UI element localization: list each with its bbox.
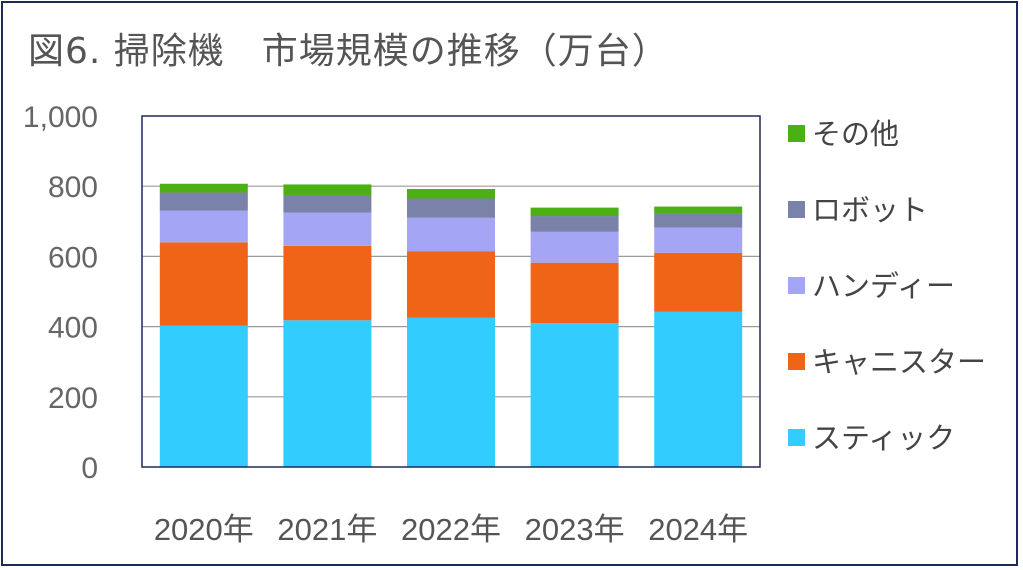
bar-segment [654, 227, 743, 253]
bar-segment [407, 217, 495, 252]
legend-label: ハンディー [812, 269, 955, 303]
y-tick-label: 400 [48, 312, 98, 345]
bar-segment [407, 189, 495, 199]
legend-label: ロボット [812, 193, 928, 227]
bar-segment [654, 206, 743, 214]
x-tick-label: 2020年 [154, 512, 254, 547]
bar-segment [283, 194, 372, 213]
bar-segment [407, 317, 495, 467]
bar-segment [159, 210, 248, 243]
legend-label: スティック [812, 421, 955, 455]
y-tick-label: 1,000 [23, 101, 98, 134]
legend-swatch [788, 277, 805, 294]
bar-segment [407, 198, 495, 218]
y-axis-ticks: 0 200 400 600 800 1,000 [23, 101, 98, 485]
bars [159, 183, 743, 467]
x-axis-ticks: 2020年 2021年 2022年 2023年 2024年 [154, 512, 748, 547]
bar-segment [654, 252, 743, 312]
bar-segment [283, 212, 372, 246]
legend-swatch [788, 353, 805, 370]
x-tick-label: 2024年 [648, 512, 748, 547]
y-tick-label: 0 [81, 452, 98, 485]
bar-segment [654, 213, 743, 228]
y-tick-label: 800 [48, 171, 98, 204]
legend-swatch [788, 201, 805, 218]
bar-segment [407, 251, 495, 318]
bar-segment [159, 183, 248, 193]
x-tick-label: 2022年 [401, 512, 501, 547]
x-tick-label: 2021年 [277, 512, 377, 547]
chart-title: 図6. 掃除機 市場規模の推移（万台） [28, 31, 669, 72]
bar-segment [530, 262, 619, 324]
y-tick-label: 600 [48, 241, 98, 274]
plot-area-border [141, 115, 761, 468]
bar-segment [159, 192, 248, 211]
bar-segment [283, 245, 372, 321]
bar-segment [530, 216, 619, 232]
bar-segment [283, 320, 372, 467]
bar-segment [530, 207, 619, 217]
bar-segment [530, 231, 619, 263]
bar-segment [530, 323, 619, 467]
x-tick-label: 2023年 [525, 512, 625, 547]
legend-swatch [788, 429, 805, 446]
legend-label: その他 [812, 117, 899, 151]
bar-segment [654, 311, 743, 467]
legend-swatch [788, 125, 805, 142]
bar-segment [283, 184, 372, 195]
bar-segment [159, 325, 248, 467]
legend-label: キャニスター [812, 345, 986, 379]
y-tick-label: 200 [48, 382, 98, 415]
bar-segment [159, 242, 248, 326]
